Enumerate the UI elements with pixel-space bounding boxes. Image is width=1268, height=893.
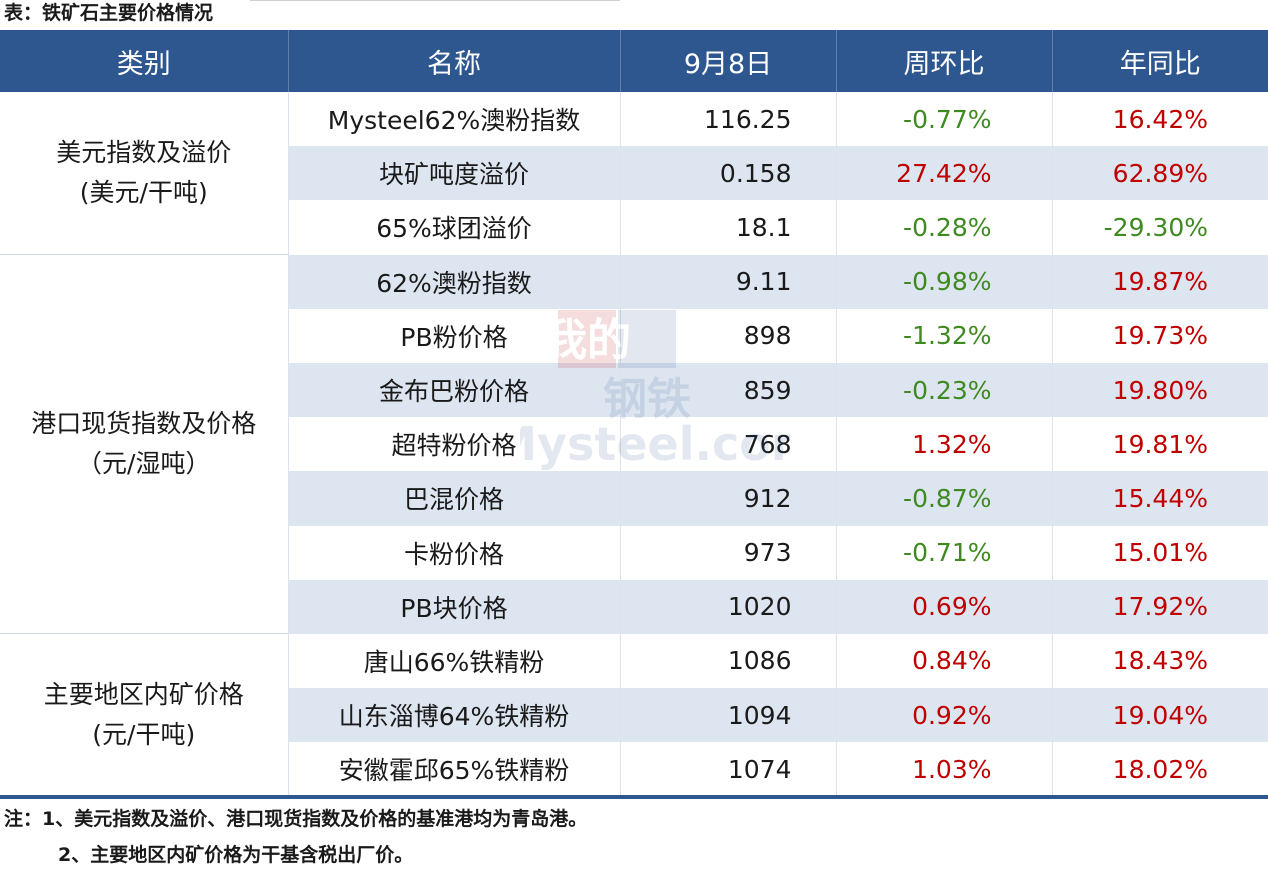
item-value: 9.11 <box>619 254 836 309</box>
item-wow: 27.42% <box>835 146 1052 201</box>
item-value: 1020 <box>619 579 836 634</box>
item-yoy: 16.42% <box>1051 92 1268 147</box>
header-wow: 周环比 <box>835 30 1052 92</box>
table-row: 块矿吨度溢价 0.158 27.42% 62.89% <box>0 146 1268 201</box>
category-unit: （元/湿吨） <box>77 449 211 479</box>
category-unit: (美元/干吨) <box>79 178 208 208</box>
item-yoy: 18.43% <box>1051 633 1268 689</box>
item-yoy: 19.87% <box>1051 254 1268 309</box>
item-name: 巴混价格 <box>287 471 620 526</box>
item-value: 973 <box>619 525 836 580</box>
table-row: PB粉价格 898 -1.32% 19.73% <box>0 308 1268 363</box>
item-name: 62%澳粉指数 <box>287 254 620 309</box>
table-row: 巴混价格 912 -0.87% 15.44% <box>0 471 1268 526</box>
table-row: 安徽霍邱65%铁精粉 1074 1.03% 18.02% <box>0 742 1268 797</box>
table-row: 美元指数及溢价 (美元/干吨) Mysteel62%澳粉指数 116.25 -0… <box>0 92 1268 256</box>
table-row: PB块价格 1020 0.69% 17.92% <box>0 579 1268 634</box>
table-caption: 表：铁矿石主要价格情况 <box>4 2 214 24</box>
table-row: 山东淄博64%铁精粉 1094 0.92% 19.04% <box>0 688 1268 743</box>
header-date: 9月8日 <box>619 30 836 92</box>
item-value: 0.158 <box>619 146 836 201</box>
footnote-2: 2、主要地区内矿价格为干基含税出厂价。 <box>58 844 414 866</box>
item-yoy: 19.80% <box>1051 362 1268 418</box>
item-wow: 0.84% <box>835 633 1052 689</box>
item-value: 768 <box>619 417 836 472</box>
item-wow: -0.23% <box>835 362 1052 418</box>
table-row: 主要地区内矿价格 (元/干吨) 唐山66%铁精粉 1086 0.84% 18.4… <box>0 633 1268 797</box>
table-row: 65%球团溢价 18.1 -0.28% -29.30% <box>0 200 1268 255</box>
item-yoy: 18.02% <box>1051 742 1268 797</box>
category-cell-port: 港口现货指数及价格 （元/湿吨） <box>0 254 288 635</box>
table-row: 卡粉价格 973 -0.71% 15.01% <box>0 525 1268 580</box>
table-row: 金布巴粉价格 859 -0.23% 19.80% <box>0 362 1268 418</box>
item-wow: -0.87% <box>835 471 1052 526</box>
item-wow: 0.69% <box>835 579 1052 634</box>
item-yoy: 19.04% <box>1051 688 1268 743</box>
table-bottom-rule <box>0 795 1268 799</box>
item-name: 山东淄博64%铁精粉 <box>287 688 620 743</box>
iron-ore-price-table: 类别 名称 9月8日 周环比 年同比 美元指数及溢价 (美元/干吨) Myste… <box>0 30 1268 797</box>
caption-divider <box>250 0 620 1</box>
item-wow: -0.98% <box>835 254 1052 309</box>
category-unit: (元/干吨) <box>92 720 196 750</box>
item-value: 898 <box>619 308 836 363</box>
item-yoy: 19.81% <box>1051 417 1268 472</box>
item-name: PB粉价格 <box>287 308 620 363</box>
item-wow: -0.71% <box>835 525 1052 580</box>
item-yoy: 17.92% <box>1051 579 1268 634</box>
header-name: 名称 <box>287 30 620 92</box>
category-label: 港口现货指数及价格 <box>31 409 257 439</box>
item-wow: 0.92% <box>835 688 1052 743</box>
item-name: 超特粉价格 <box>287 417 620 472</box>
item-value: 18.1 <box>619 200 836 255</box>
category-cell-usd: 美元指数及溢价 (美元/干吨) <box>0 92 288 256</box>
item-name: 块矿吨度溢价 <box>287 146 620 201</box>
item-wow: -0.77% <box>835 92 1052 147</box>
item-name: 卡粉价格 <box>287 525 620 580</box>
header-yoy: 年同比 <box>1051 30 1268 92</box>
item-name: 唐山66%铁精粉 <box>287 633 620 689</box>
item-yoy: 62.89% <box>1051 146 1268 201</box>
header-row: 类别 名称 9月8日 周环比 年同比 <box>0 30 1268 92</box>
item-name: 安徽霍邱65%铁精粉 <box>287 742 620 797</box>
item-name: PB块价格 <box>287 579 620 634</box>
item-value: 1086 <box>619 633 836 689</box>
item-value: 912 <box>619 471 836 526</box>
category-cell-domestic: 主要地区内矿价格 (元/干吨) <box>0 633 288 797</box>
table-row: 超特粉价格 768 1.32% 19.81% <box>0 417 1268 472</box>
footnote-1: 注：1、美元指数及溢价、港口现货指数及价格的基准港均为青岛港。 <box>4 808 588 830</box>
category-label: 美元指数及溢价 <box>56 138 232 168</box>
item-value: 116.25 <box>619 92 836 147</box>
item-wow: 1.32% <box>835 417 1052 472</box>
item-yoy: -29.30% <box>1051 200 1268 255</box>
item-wow: -0.28% <box>835 200 1052 255</box>
item-name: Mysteel62%澳粉指数 <box>287 92 620 147</box>
item-wow: 1.03% <box>835 742 1052 797</box>
item-name: 金布巴粉价格 <box>287 362 620 418</box>
table-row: 港口现货指数及价格 （元/湿吨） 62%澳粉指数 9.11 -0.98% 19.… <box>0 254 1268 635</box>
item-yoy: 15.44% <box>1051 471 1268 526</box>
item-wow: -1.32% <box>835 308 1052 363</box>
item-yoy: 15.01% <box>1051 525 1268 580</box>
header-category: 类别 <box>0 30 288 92</box>
item-value: 1074 <box>619 742 836 797</box>
item-value: 1094 <box>619 688 836 743</box>
item-value: 859 <box>619 362 836 418</box>
category-label: 主要地区内矿价格 <box>43 680 244 710</box>
item-name: 65%球团溢价 <box>287 200 620 255</box>
item-yoy: 19.73% <box>1051 308 1268 363</box>
